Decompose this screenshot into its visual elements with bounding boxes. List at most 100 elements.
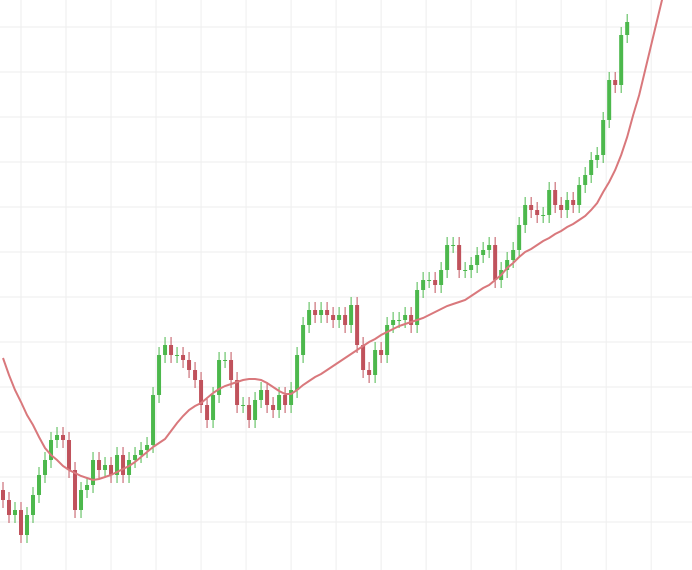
candle-body <box>187 360 192 370</box>
candle-body <box>295 355 300 390</box>
candle-body <box>121 455 126 475</box>
candle-body <box>565 200 570 210</box>
candle-body <box>367 370 372 375</box>
candle-body <box>583 175 588 185</box>
candle-body <box>43 460 48 475</box>
candle-body <box>445 245 450 270</box>
candle-body <box>205 405 210 420</box>
candle-body <box>277 395 282 410</box>
candle-body <box>115 455 120 475</box>
candle-body <box>361 345 366 370</box>
candle-body <box>475 255 480 265</box>
candle-body <box>331 315 336 320</box>
candle-body <box>451 245 456 246</box>
candle-body <box>163 345 168 355</box>
candle-body <box>355 305 360 345</box>
candle-body <box>13 510 18 515</box>
candle-body <box>505 260 510 270</box>
candle-body <box>79 490 84 510</box>
candle-body <box>517 225 522 250</box>
candle-body <box>403 315 408 320</box>
candle-body <box>151 395 156 445</box>
candle-body <box>211 395 216 420</box>
candle-body <box>1 490 6 500</box>
candle-body <box>571 200 576 205</box>
candle-body <box>7 500 12 515</box>
candle-body <box>97 460 102 470</box>
candle-body <box>307 310 312 325</box>
candle-body <box>73 470 78 510</box>
candle-body <box>613 80 618 85</box>
candle-body <box>487 245 492 250</box>
candle-body <box>61 435 66 440</box>
candle-body <box>25 515 30 535</box>
candle-body <box>109 465 114 475</box>
candle-body <box>397 320 402 321</box>
candle-body <box>427 280 432 281</box>
candle-body <box>619 35 624 85</box>
candle-body <box>37 475 42 495</box>
candle-body <box>319 310 324 315</box>
candle-body <box>457 245 462 270</box>
candle-body <box>157 355 162 395</box>
candle-body <box>349 305 354 325</box>
candle-body <box>181 355 186 360</box>
candle-body <box>325 310 330 315</box>
candle-body <box>433 280 438 285</box>
candle-body <box>265 390 270 405</box>
candle-body <box>313 310 318 315</box>
candle-body <box>193 370 198 380</box>
candle-body <box>625 22 630 35</box>
candle-body <box>241 405 246 406</box>
candle-body <box>421 280 426 290</box>
candle-body <box>529 205 534 210</box>
candle-body <box>271 405 276 410</box>
candle-body <box>67 440 72 470</box>
candle-body <box>253 400 258 420</box>
candle-body <box>199 380 204 405</box>
candle-body <box>235 380 240 405</box>
candle-body <box>127 460 132 475</box>
candle-body <box>589 160 594 175</box>
candle-body <box>439 270 444 285</box>
moving-average-line <box>2 0 664 482</box>
candle-body <box>385 325 390 355</box>
candle-body <box>49 440 54 460</box>
candle-body <box>169 345 174 355</box>
candle-body <box>523 205 528 225</box>
candle-body <box>577 185 582 205</box>
candle-body <box>559 205 564 210</box>
candle-body <box>175 355 180 356</box>
candle-body <box>463 270 468 271</box>
candle-body <box>373 350 378 375</box>
candle-body <box>31 495 36 515</box>
candle-body <box>415 290 420 325</box>
candle-body <box>289 390 294 405</box>
candle-body <box>607 80 612 120</box>
candle-body <box>541 215 546 216</box>
candle-body <box>409 315 414 325</box>
candle-body <box>217 360 222 395</box>
candle-body <box>511 250 516 260</box>
candle-body <box>133 455 138 460</box>
candle-body <box>103 465 108 470</box>
candle-body <box>553 190 558 205</box>
candle-body <box>283 395 288 405</box>
candle-body <box>229 360 234 380</box>
candle-body <box>19 510 24 535</box>
candle-body <box>247 405 252 420</box>
candle-body <box>55 435 60 440</box>
candle-body <box>481 250 486 255</box>
candle-body <box>91 460 96 485</box>
candle-body <box>391 320 396 325</box>
candle-body <box>85 485 90 490</box>
candle-body <box>601 120 606 155</box>
candle-body <box>337 315 342 320</box>
candle-body <box>547 190 552 215</box>
candle-body <box>379 350 384 355</box>
candle-body <box>343 315 348 325</box>
candle-body <box>145 445 150 450</box>
candle-body <box>469 265 474 270</box>
